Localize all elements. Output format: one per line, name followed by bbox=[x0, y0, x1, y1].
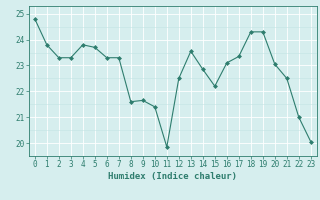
X-axis label: Humidex (Indice chaleur): Humidex (Indice chaleur) bbox=[108, 172, 237, 181]
